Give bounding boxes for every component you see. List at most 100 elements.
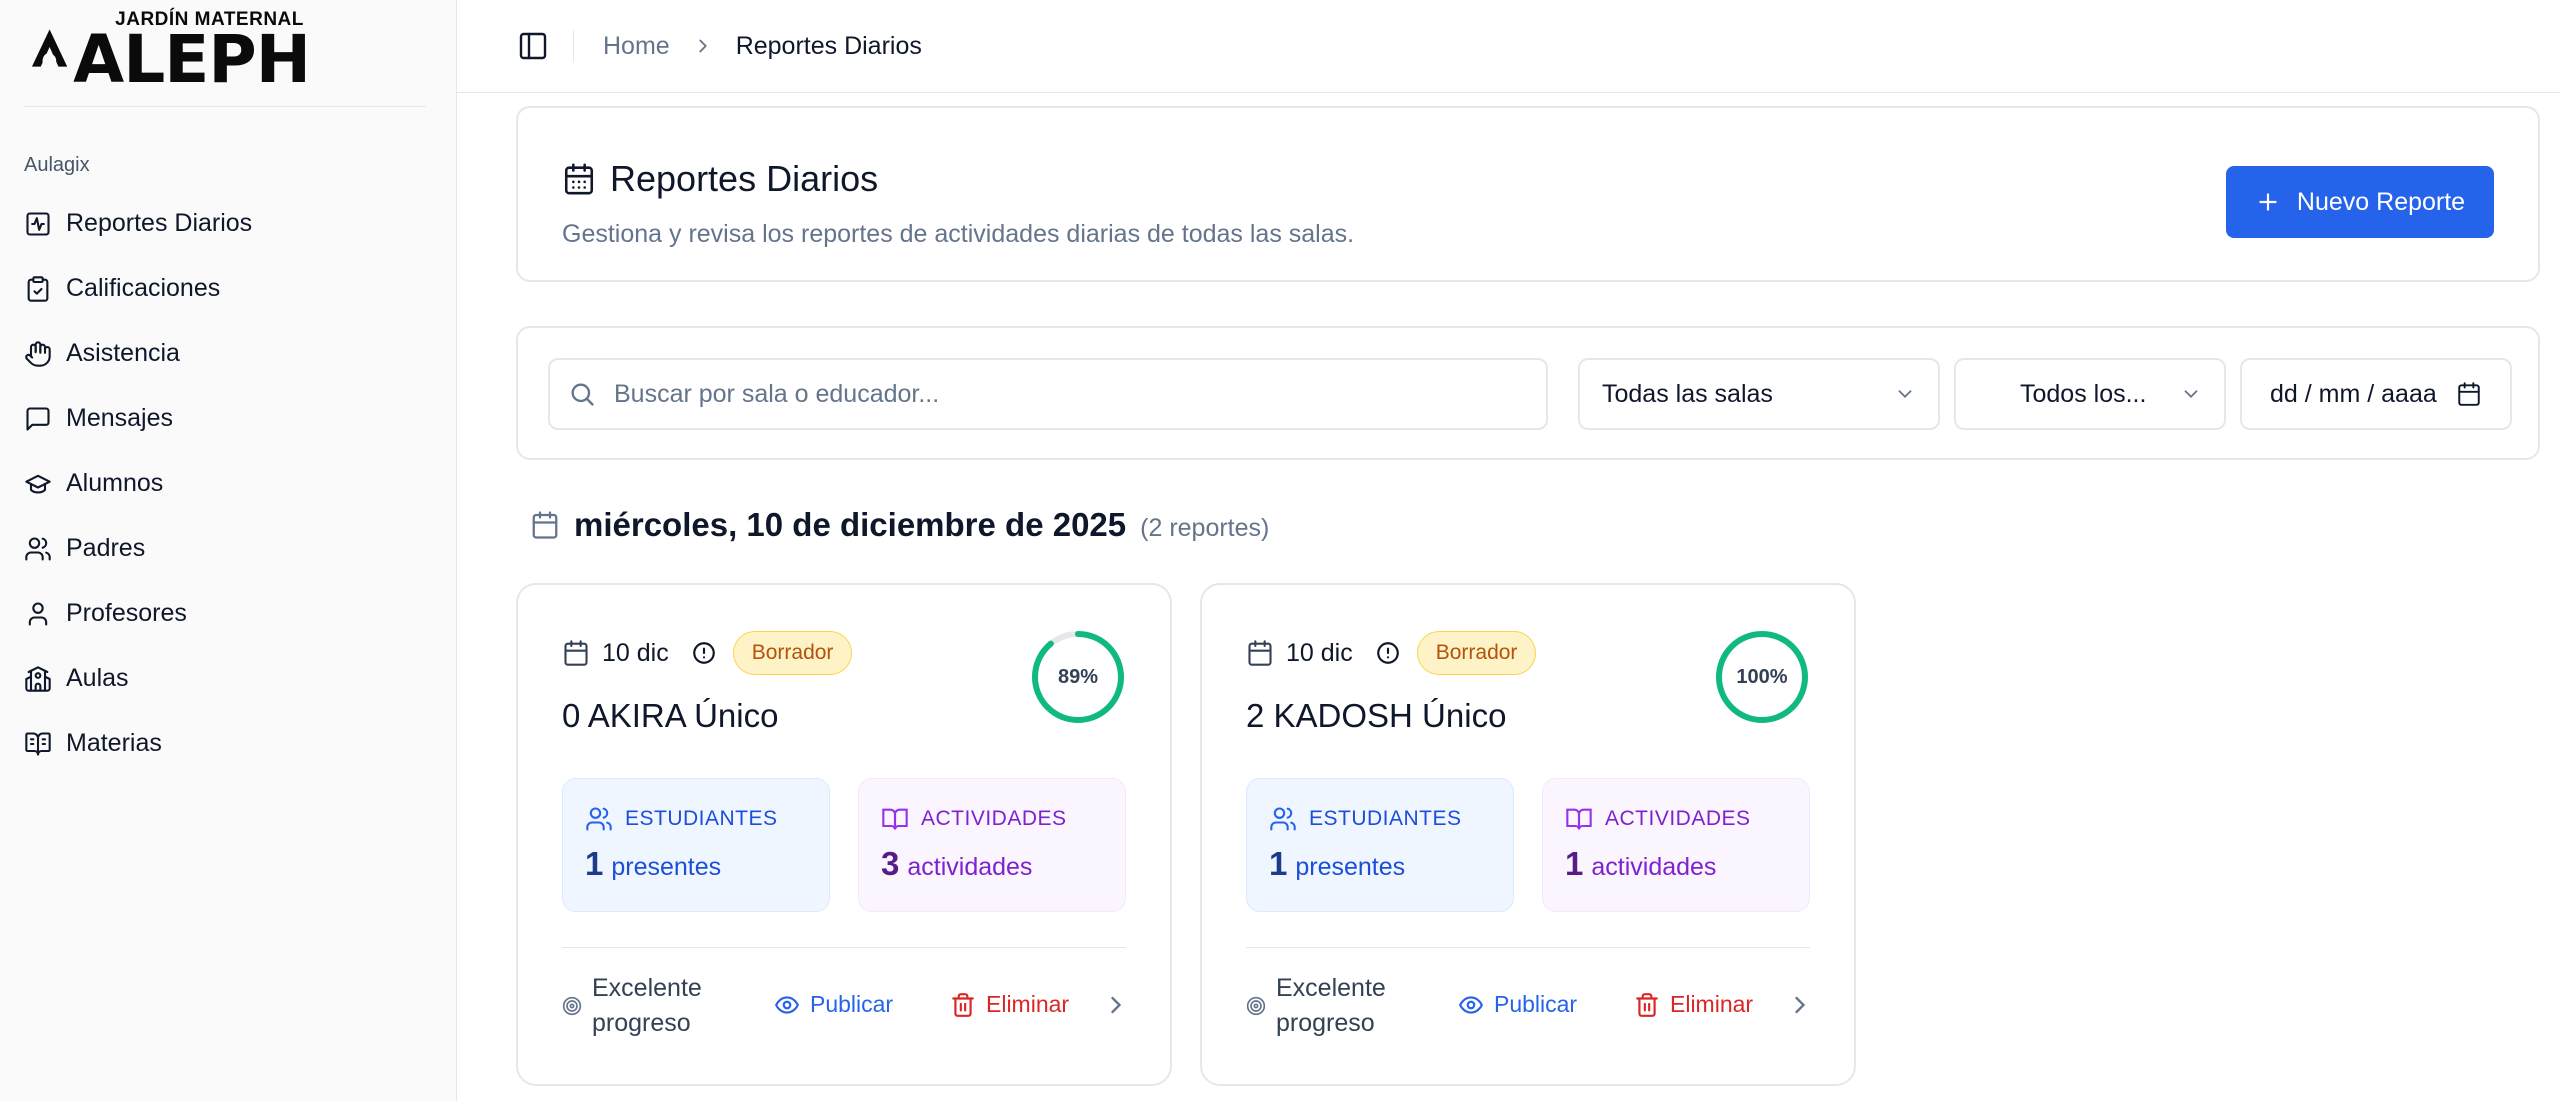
activities-stat: ACTIVIDADES 3 actividades: [858, 778, 1126, 912]
activity-report-icon: [26, 211, 50, 236]
chevron-right-icon: [699, 39, 707, 53]
report-card[interactable]: 10 dic Borrador 2 KADOSH Único 100% ESTU…: [1200, 583, 1856, 1086]
activities-unit: actividades: [907, 853, 1033, 881]
graduation-cap-icon: [25, 474, 51, 494]
brand-small-text: JARDÍN MATERNAL: [115, 8, 304, 30]
search-input[interactable]: Buscar por sala o educador...: [548, 358, 1548, 430]
salas-select-value: Todas las salas: [1602, 379, 1773, 408]
search-icon: [571, 383, 594, 406]
eye-icon: [1458, 995, 1484, 1014]
hand-icon: [25, 340, 51, 367]
brand-logo[interactable]: JARDÍN MATERNAL ALEPH: [30, 6, 311, 92]
report-title: 2 KADOSH Único: [1246, 697, 1507, 734]
publish-label: Publicar: [810, 991, 894, 1017]
book-icon: [25, 731, 51, 756]
status-select[interactable]: Todos los...: [1954, 358, 2226, 430]
search-placeholder: Buscar por sala o educador...: [614, 379, 940, 408]
breadcrumb: Home Reportes Diarios: [603, 30, 922, 62]
chevron-down-icon: [2184, 390, 2198, 399]
card-divider: [1246, 947, 1810, 948]
page-title: Reportes Diarios: [610, 158, 879, 199]
salas-select[interactable]: Todas las salas: [1578, 358, 1940, 430]
sidebar-item-profesores[interactable]: Profesores: [24, 581, 434, 646]
students-label: ESTUDIANTES: [1309, 807, 1462, 830]
activities-count: 1: [1565, 845, 1584, 882]
activities-unit: actividades: [1591, 853, 1717, 881]
new-report-button[interactable]: Nuevo Reporte: [2226, 166, 2494, 238]
progress-ring: [1032, 631, 1124, 723]
card-divider: [562, 947, 1126, 948]
publish-button[interactable]: Publicar: [1458, 991, 1577, 1018]
sidebar-item-label: Aulas: [66, 664, 129, 692]
progress-text: Excelente progreso: [592, 974, 702, 1037]
sidebar-item-materias[interactable]: Materias: [24, 711, 434, 776]
calendar-icon: [564, 640, 588, 666]
school-icon: [25, 665, 51, 692]
alert-circle-icon: [692, 642, 715, 664]
sidebar-nav: Reportes Diarios Calificaciones Asistenc…: [24, 191, 434, 776]
progress-percent: 89%: [1057, 665, 1099, 688]
sidebar-item-asistencia[interactable]: Asistencia: [24, 321, 434, 386]
students-unit: presentes: [611, 853, 722, 881]
clipboard-check-icon: [27, 275, 49, 302]
delete-label: Eliminar: [1670, 991, 1754, 1017]
target-icon: [1246, 996, 1266, 1016]
activities-label: ACTIVIDADES: [921, 807, 1067, 830]
students-stat: ESTUDIANTES 1 presentes: [562, 778, 830, 912]
publish-label: Publicar: [1494, 991, 1578, 1017]
students-count: 1: [1269, 845, 1288, 882]
date-input[interactable]: dd / mm / aaaa: [2240, 358, 2512, 430]
status-badge: Borrador: [732, 631, 853, 675]
sidebar-toggle-icon[interactable]: [517, 30, 549, 62]
students-unit: presentes: [1295, 853, 1406, 881]
delete-button[interactable]: Eliminar: [950, 991, 1069, 1018]
trash-icon: [952, 992, 974, 1017]
sidebar: JARDÍN MATERNAL ALEPH Aulagix Reportes D…: [0, 0, 457, 1101]
progress-note: Excelente progreso: [1246, 971, 1396, 1041]
delete-label: Eliminar: [986, 991, 1070, 1017]
sidebar-item-mensajes[interactable]: Mensajes: [24, 386, 434, 451]
report-title: 0 AKIRA Único: [562, 697, 779, 734]
book-open-icon: [882, 808, 908, 830]
top-header: Home Reportes Diarios: [457, 0, 2560, 93]
book-open-icon: [1566, 808, 1592, 830]
delete-button[interactable]: Eliminar: [1634, 991, 1753, 1018]
sidebar-item-alumnos[interactable]: Alumnos: [24, 451, 434, 516]
chevron-right-icon[interactable]: [1786, 991, 1814, 1019]
target-icon: [562, 996, 582, 1016]
chevron-right-icon[interactable]: [1102, 991, 1130, 1019]
sidebar-item-calificaciones[interactable]: Calificaciones: [24, 256, 434, 321]
sidebar-group-label: Aulagix: [24, 154, 90, 176]
progress-percent: 100%: [1736, 665, 1788, 688]
sidebar-item-aulas[interactable]: Aulas: [24, 646, 434, 711]
report-date: 10 dic: [602, 638, 669, 667]
report-card[interactable]: 10 dic Borrador 0 AKIRA Único 89% ESTUDI…: [516, 583, 1172, 1086]
progress-text: Excelente progreso: [1276, 974, 1386, 1037]
calendar-icon: [1248, 640, 1272, 666]
status-select-value: Todos los...: [2020, 379, 2147, 408]
sidebar-item-reportes-diarios[interactable]: Reportes Diarios: [24, 191, 434, 256]
new-report-label: Nuevo Reporte: [2296, 187, 2466, 216]
progress-note: Excelente progreso: [562, 971, 712, 1041]
message-icon: [26, 406, 50, 431]
sidebar-divider: [24, 106, 426, 107]
sidebar-item-label: Mensajes: [66, 404, 173, 432]
sidebar-item-label: Asistencia: [66, 339, 180, 367]
activities-label: ACTIVIDADES: [1605, 807, 1751, 830]
sidebar-item-label: Profesores: [66, 599, 187, 627]
breadcrumb-current: Reportes Diarios: [735, 31, 922, 60]
sidebar-item-label: Alumnos: [66, 469, 164, 497]
user-icon: [28, 601, 48, 626]
breadcrumb-home[interactable]: Home: [603, 31, 670, 60]
sidebar-item-label: Calificaciones: [66, 274, 221, 302]
chevron-down-icon: [1898, 390, 1912, 399]
users-icon: [25, 536, 51, 561]
date-group-heading: miércoles, 10 de diciembre de 2025 (2 re…: [530, 506, 1269, 544]
leaf-logo-icon: [31, 29, 68, 67]
publish-button[interactable]: Publicar: [774, 991, 893, 1018]
sidebar-item-padres[interactable]: Padres: [24, 516, 434, 581]
calendar-icon: [532, 511, 558, 539]
alert-circle-icon: [1376, 642, 1399, 664]
students-count: 1: [585, 845, 604, 882]
plus-icon: [2259, 193, 2277, 211]
